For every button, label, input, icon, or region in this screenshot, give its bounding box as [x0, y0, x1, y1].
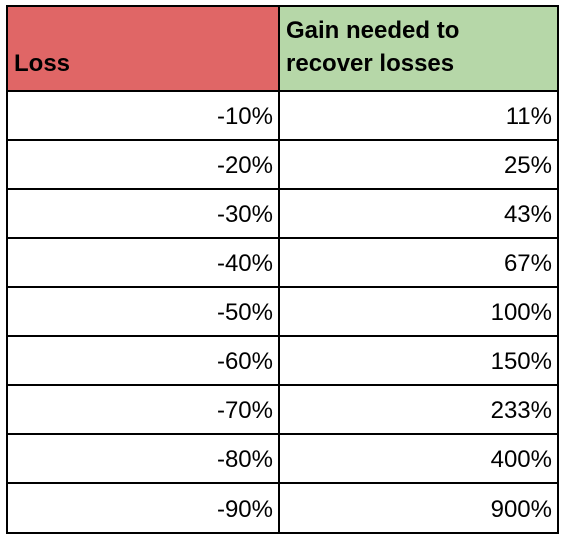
loss-cell[interactable]: -10% [8, 92, 280, 139]
loss-cell[interactable]: -60% [8, 337, 280, 384]
loss-cell[interactable]: -40% [8, 239, 280, 286]
table-row: -30% 43% [8, 190, 557, 239]
table-header-row: Loss Gain needed to recover losses [8, 7, 557, 92]
gain-cell[interactable]: 150% [490, 348, 552, 375]
table-row: -10% 11% [8, 92, 557, 141]
table-row: -20% 25% [8, 141, 557, 190]
loss-cell[interactable]: -30% [8, 190, 280, 237]
table-row: -80% 400% [8, 435, 557, 484]
loss-cell[interactable]: -90% [8, 484, 280, 532]
loss-cell[interactable]: -70% [8, 386, 280, 433]
gain-cell[interactable]: 25% [503, 152, 552, 179]
loss-cell[interactable]: -50% [8, 288, 280, 335]
table-row: -60% 150% [8, 337, 557, 386]
gain-cell[interactable]: 233% [490, 397, 552, 424]
gain-cell[interactable]: 11% [505, 103, 552, 130]
header-loss[interactable]: Loss [8, 7, 280, 90]
table-row: -50% 100% [8, 288, 557, 337]
gain-cell[interactable]: 400% [490, 446, 552, 473]
header-gain-needed[interactable]: Gain needed to recover losses [280, 7, 557, 90]
table-row: -40% 67% [8, 239, 557, 288]
loss-recovery-table: Loss Gain needed to recover losses -10% … [6, 5, 559, 534]
table-row: -70% 233% [8, 386, 557, 435]
gain-cell[interactable]: 100% [490, 299, 552, 326]
gain-cell[interactable]: 43% [503, 201, 552, 228]
loss-cell[interactable]: -80% [8, 435, 280, 482]
gain-cell[interactable]: 900% [490, 496, 552, 523]
gain-cell[interactable]: 67% [503, 250, 552, 277]
loss-cell[interactable]: -20% [8, 141, 280, 188]
table-row: -90% 900% [8, 484, 557, 532]
